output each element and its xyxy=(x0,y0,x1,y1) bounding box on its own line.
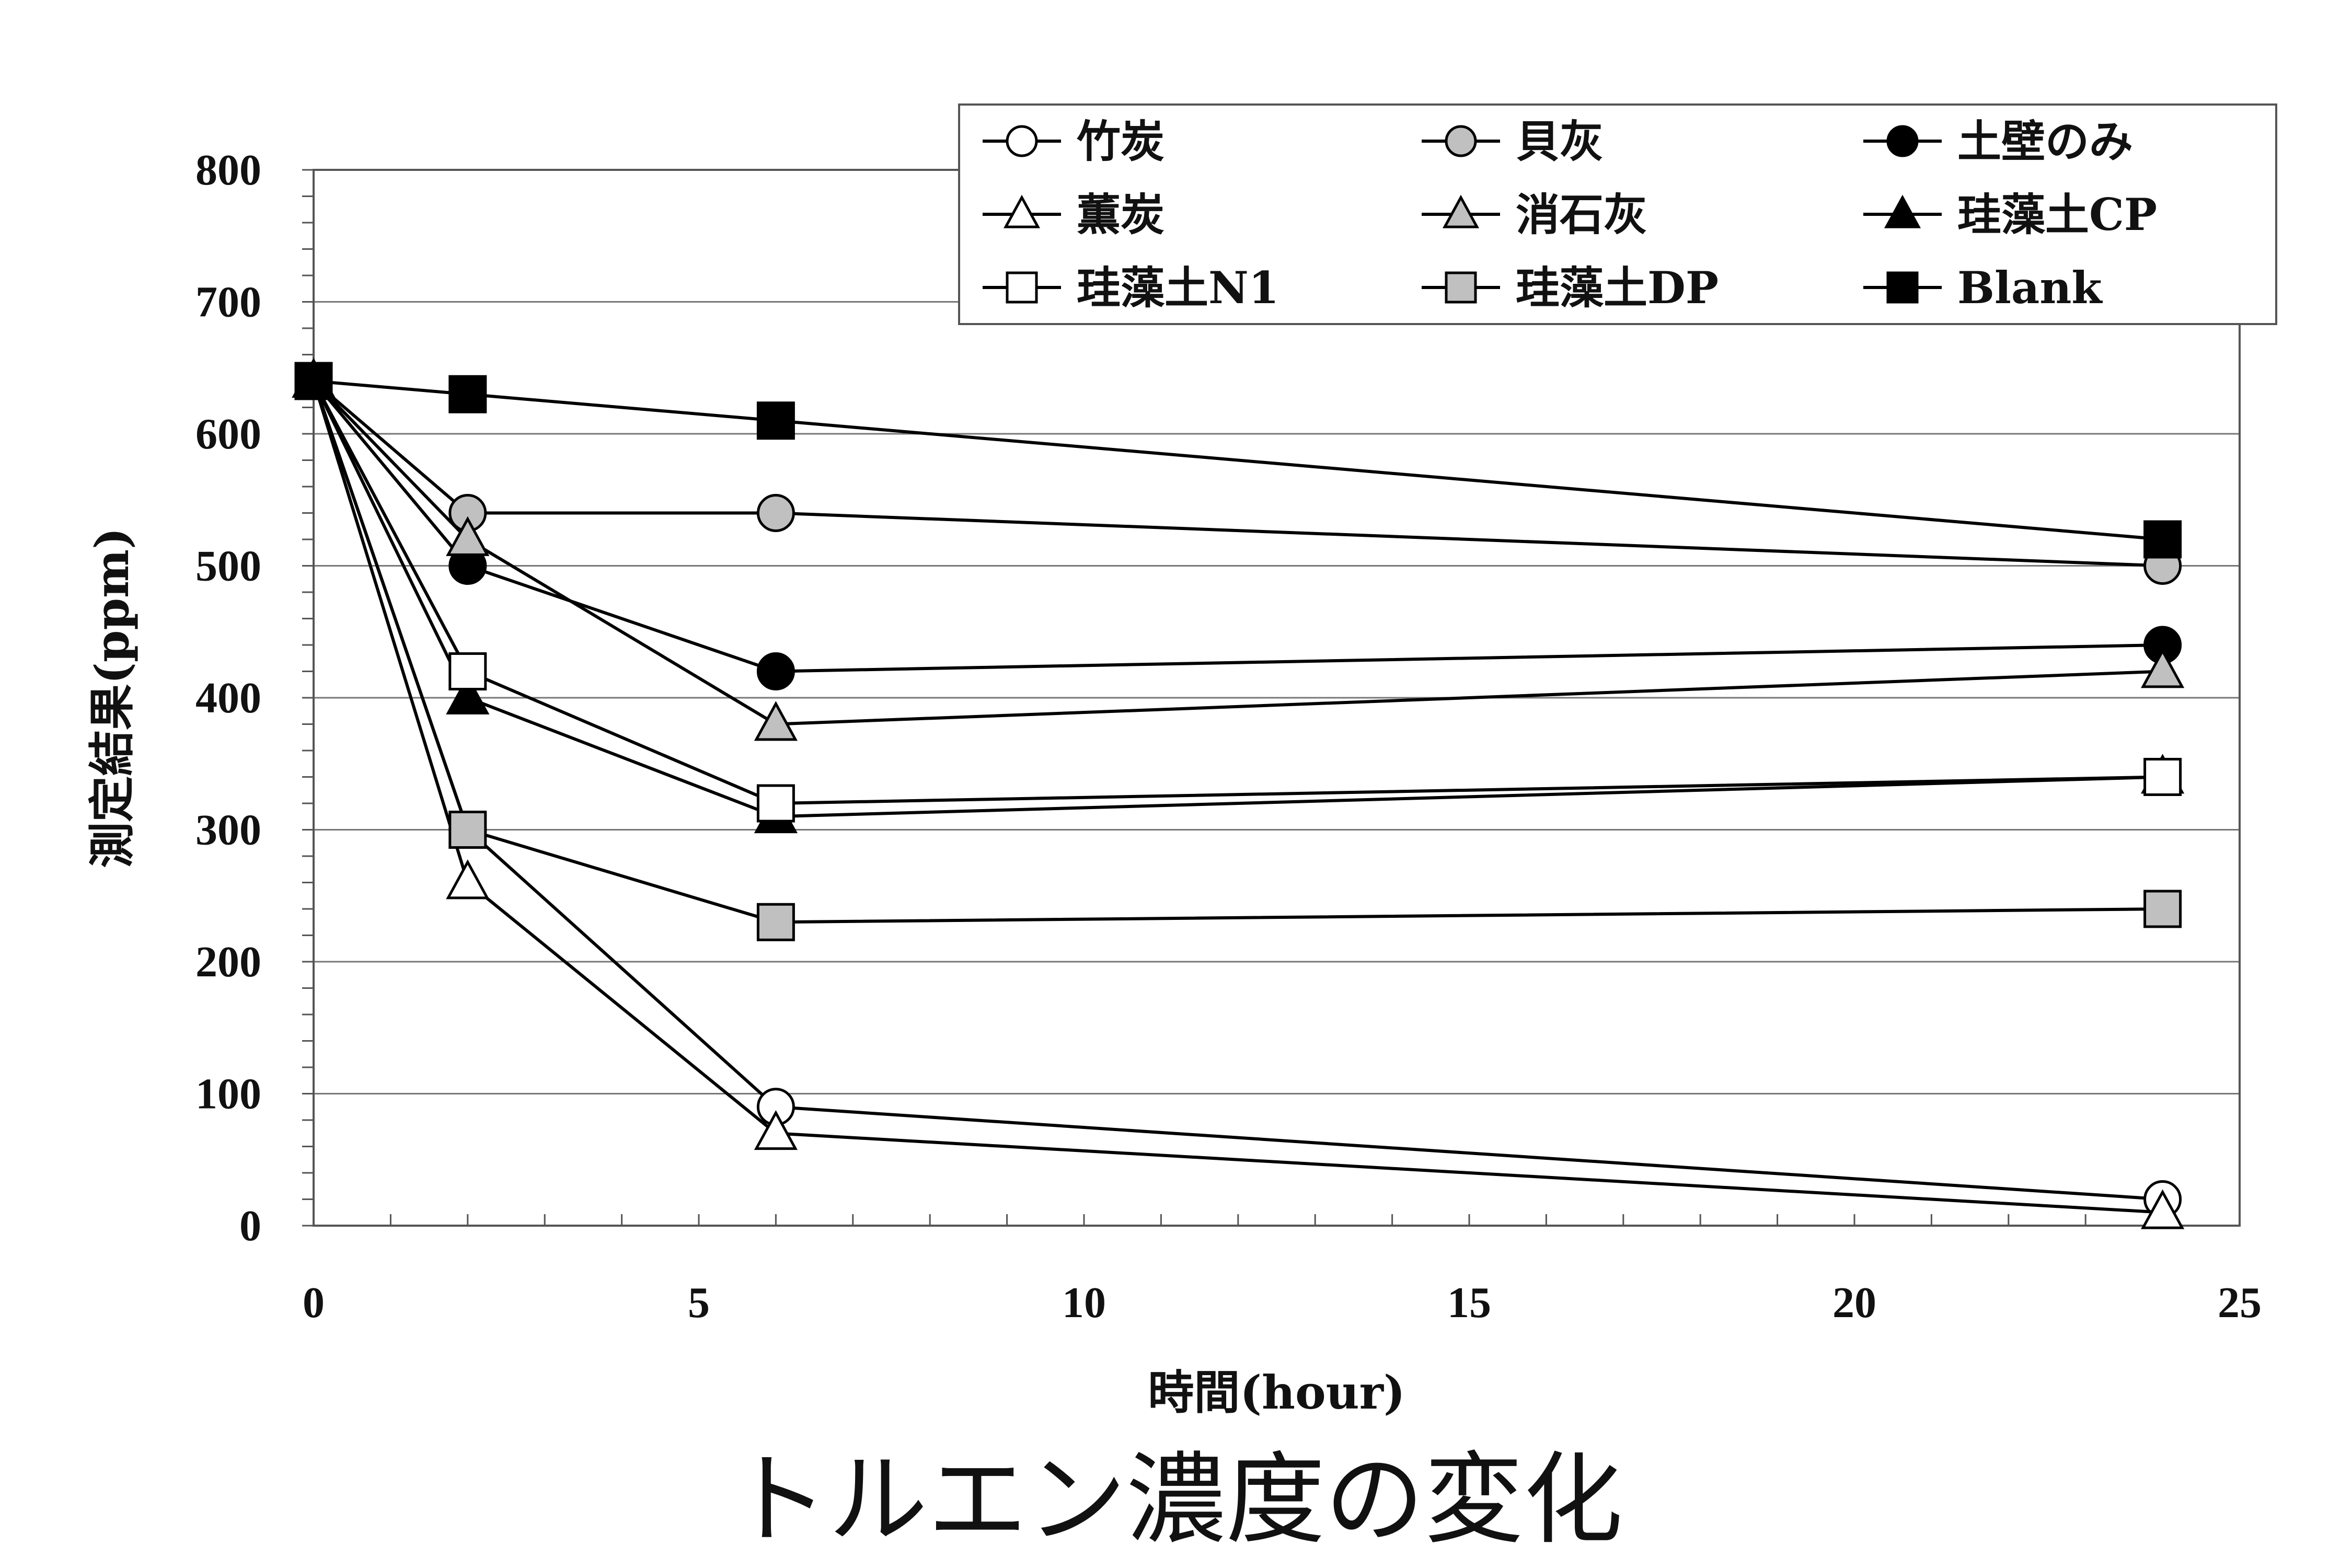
data-point-1-2 xyxy=(756,494,795,532)
data-point-6-3 xyxy=(2143,758,2182,796)
data-point-5-1 xyxy=(446,674,490,714)
series-line-8 xyxy=(313,379,2163,541)
legend-marker-6 xyxy=(1006,271,1038,304)
x-axis-label: 時間(hour) xyxy=(1148,1365,1405,1420)
y-tick-label-5: 500 xyxy=(195,542,261,591)
legend-item-6: 珪藻土N1 xyxy=(983,262,1279,314)
series-line-4 xyxy=(312,379,2163,726)
series-line-6 xyxy=(312,380,2163,805)
legend-item-1: 貝灰 xyxy=(1422,116,1604,167)
data-point-3-1 xyxy=(446,859,490,900)
y-axis: 0 100 200 300 400 500 600 700 800 xyxy=(195,146,261,1250)
legend-item-4: 消石灰 xyxy=(1422,189,1647,240)
y-tick-label-4: 400 xyxy=(195,674,261,722)
legend-marker-0 xyxy=(1006,125,1038,157)
data-point-8-2 xyxy=(756,401,795,440)
series-line-0 xyxy=(312,381,2163,1201)
legend-label-5: 珪藻土CP xyxy=(1957,189,2157,240)
series-line-5 xyxy=(312,380,2163,818)
series-5 xyxy=(292,358,2185,834)
legend-item-7: 珪藻土DP xyxy=(1422,262,1719,314)
minor-ticks xyxy=(302,169,2241,1227)
legend-label-2: 土壁のみ xyxy=(1957,116,2133,167)
y-tick-label-2: 200 xyxy=(195,938,261,986)
legend-marker-5 xyxy=(1884,194,1921,228)
x-tick-label-2: 10 xyxy=(1062,1278,1106,1327)
legend-label-6: 珪藻土N1 xyxy=(1077,262,1279,314)
legend-label-1: 貝灰 xyxy=(1516,116,1604,167)
data-point-6-2 xyxy=(756,784,795,823)
legend-label-3: 薫炭 xyxy=(1077,189,1165,240)
legend-label-8: Blank xyxy=(1957,262,2103,314)
x-tick-label-5: 25 xyxy=(2218,1278,2262,1327)
legend-item-0: 竹炭 xyxy=(983,116,1165,167)
chart-caption: トルエン濃度の変化 xyxy=(729,1442,1623,1558)
series-6 xyxy=(294,362,2182,823)
legend-label-7: 珪藻土DP xyxy=(1516,262,1719,314)
legend-marker-7 xyxy=(1445,271,1477,304)
series-1 xyxy=(294,362,2182,585)
series-line-2 xyxy=(312,380,2163,673)
y-axis-label: 測定結果(ppm) xyxy=(85,527,139,868)
y-tick-label-6: 600 xyxy=(195,410,261,458)
legend-item-3: 薫炭 xyxy=(983,189,1165,240)
data-point-4-3 xyxy=(2140,648,2185,688)
x-tick-label-0: 0 xyxy=(303,1278,325,1327)
x-axis: 0 5 10 15 20 25 xyxy=(303,1278,2262,1327)
data-point-2-2 xyxy=(756,652,795,690)
series-line-7 xyxy=(312,381,2163,924)
legend-marker-2 xyxy=(1886,125,1919,157)
series-8 xyxy=(294,362,2182,559)
legend-marker-4 xyxy=(1442,194,1480,228)
grid-lines xyxy=(314,301,2240,1094)
data-point-3-2 xyxy=(754,1110,798,1150)
data-point-8-0 xyxy=(294,362,333,400)
data-point-3-3 xyxy=(2140,1189,2185,1229)
data-point-4-1 xyxy=(446,516,490,556)
data-point-7-3 xyxy=(2143,890,2182,928)
data-point-8-3 xyxy=(2143,520,2182,559)
data-point-7-2 xyxy=(756,903,795,941)
y-tick-label-0: 0 xyxy=(239,1202,261,1250)
x-tick-label-3: 15 xyxy=(1447,1278,1491,1327)
data-point-6-1 xyxy=(448,652,487,690)
legend-item-2: 土壁のみ xyxy=(1863,116,2133,167)
legend-item-8: Blank xyxy=(1863,262,2103,314)
data-point-8-1 xyxy=(448,375,487,413)
series-0 xyxy=(294,362,2182,1218)
legend-box xyxy=(958,103,2277,325)
data-point-4-2 xyxy=(754,701,798,741)
y-tick-label-7: 700 xyxy=(195,278,261,327)
series-2 xyxy=(294,362,2182,690)
y-tick-label-1: 100 xyxy=(195,1070,261,1119)
legend-label-4: 消石灰 xyxy=(1516,189,1647,240)
legend-item-5: 珪藻土CP xyxy=(1863,189,2157,240)
x-tick-label-1: 5 xyxy=(688,1278,710,1327)
y-tick-label-8: 800 xyxy=(195,146,261,194)
series-4 xyxy=(292,358,2185,741)
legend-marker-8 xyxy=(1886,271,1919,304)
series-group xyxy=(292,358,2185,1229)
series-line-3 xyxy=(312,381,2163,1214)
data-point-7-1 xyxy=(448,811,487,849)
x-tick-label-4: 20 xyxy=(1832,1278,1876,1327)
y-tick-label-3: 300 xyxy=(195,806,261,855)
series-line-1 xyxy=(313,379,2163,568)
legend-label-0: 竹炭 xyxy=(1077,116,1165,167)
legend-marker-1 xyxy=(1445,125,1477,157)
legend-marker-3 xyxy=(1003,194,1041,228)
